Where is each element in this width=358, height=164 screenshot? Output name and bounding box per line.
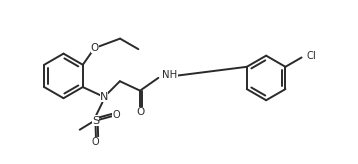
Text: N: N bbox=[100, 92, 108, 102]
Text: O: O bbox=[91, 42, 99, 52]
Text: O: O bbox=[92, 137, 99, 147]
Text: S: S bbox=[92, 116, 99, 126]
Text: NH: NH bbox=[163, 71, 178, 81]
Text: Cl: Cl bbox=[306, 51, 316, 61]
Text: O: O bbox=[112, 110, 120, 120]
Text: O: O bbox=[136, 107, 144, 117]
